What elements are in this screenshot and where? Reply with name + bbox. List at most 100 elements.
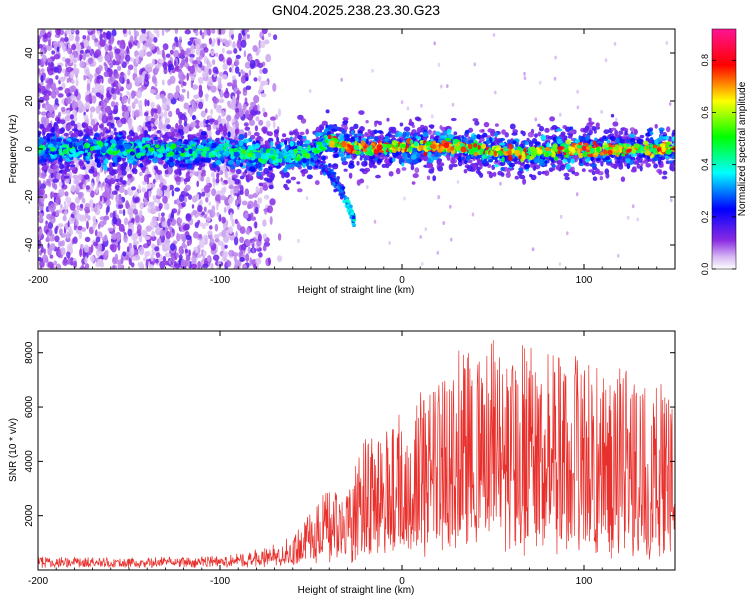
spectral-noise-point [262, 67, 268, 74]
spectral-noise-point [94, 72, 97, 78]
spectral-noise-point [277, 233, 282, 241]
spectral-noise-point [169, 49, 174, 55]
spectral-noise-point [72, 174, 79, 179]
spectral-noise-point [60, 204, 63, 209]
spectral-ridge-point [46, 126, 52, 132]
spectral-noise-point [179, 75, 183, 82]
spectral-noise-point [244, 109, 250, 118]
spectral-ridge-point [153, 136, 158, 141]
spectral-noise-point [202, 250, 207, 257]
spectral-noise-point [112, 265, 115, 269]
spectral-noise-point [226, 57, 233, 66]
spectral-noise-point [64, 222, 69, 230]
spectral-noise-point [47, 168, 54, 174]
spectral-ridge-point [615, 137, 620, 144]
spectral-ridge-point [551, 167, 556, 171]
spectral-ridge-point [466, 165, 473, 172]
spectral-noise-point [257, 62, 264, 69]
spectral-noise-point [150, 201, 155, 209]
spectral-noise-point [174, 60, 177, 67]
spectral-noise-point [195, 30, 199, 37]
spectral-ridge-point [205, 120, 209, 125]
spectral-noise-point [211, 29, 216, 34]
spectral-noise-point [217, 240, 224, 246]
spectral-ridge-point [670, 166, 675, 172]
spectral-noise-point [137, 41, 141, 49]
spectral-noise-point [207, 230, 213, 236]
spectral-noise-point [139, 202, 144, 210]
spectral-ridge-point [412, 173, 419, 179]
spectral-ridge-point [88, 168, 95, 174]
spectral-noise-point [192, 60, 199, 65]
spectral-noise-point [143, 257, 147, 262]
spectral-noise-point [190, 79, 194, 89]
spectral-noise-point [110, 192, 114, 200]
spectral-noise-point [64, 72, 71, 77]
spectral-noise-point [371, 68, 374, 73]
spectral-noise-point [173, 49, 180, 58]
spectral-noise-point [239, 190, 244, 196]
spectral-ridge-point [364, 160, 368, 167]
spectral-noise-point [117, 65, 122, 71]
spectral-ridge-point [188, 134, 195, 140]
spectral-noise-point [162, 255, 167, 263]
spectral-noise-point [199, 49, 205, 57]
spectral-ridge-point [492, 171, 497, 177]
spectral-ridge-point [344, 126, 348, 130]
spectral-ridge-point [463, 168, 468, 174]
spectral-noise-point [168, 110, 173, 118]
spectral-ridge-point [299, 140, 304, 146]
spectral-noise-point [67, 257, 72, 265]
spectral-noise-point [576, 89, 579, 94]
spectral-noise-point [254, 206, 259, 215]
spectral-noise-point [88, 159, 95, 165]
spectral-noise-point [150, 101, 155, 109]
spectral-ridge-point [113, 116, 121, 121]
spectral-ridge-point [569, 126, 574, 131]
spectral-ridge-point [353, 123, 359, 129]
spectral-ridge-point [518, 174, 526, 180]
spectral-noise-point [144, 73, 149, 83]
spectral-ridge-point [241, 165, 246, 169]
spectral-ridge-point [538, 125, 545, 132]
spectral-noise-point [216, 266, 220, 269]
spectral-noise-point [197, 233, 203, 239]
spectral-noise-point [114, 72, 120, 79]
spectral-noise-point [86, 52, 90, 58]
spectral-noise-point [199, 29, 203, 36]
spectral-ridge-point [544, 127, 550, 133]
spectral-ridge-point [436, 159, 442, 165]
spectral-ridge-point [69, 166, 76, 171]
spectral-noise-point [73, 178, 80, 185]
spectral-ridge-point [359, 168, 365, 172]
spectral-noise-point [146, 250, 151, 257]
spectral-noise-point [118, 209, 123, 214]
spectral-ridge-point [529, 163, 535, 168]
spectral-noise-point [222, 47, 225, 54]
spectral-noise-point [210, 108, 214, 115]
spectral-ridge-point [305, 128, 310, 135]
spectral-noise-point [277, 255, 283, 262]
spectral-noise-point [233, 48, 238, 54]
spectral-ridge-point [145, 123, 151, 128]
spectral-noise-point [241, 200, 248, 206]
spectral-noise-point [248, 69, 252, 76]
spectral-noise-point [221, 229, 226, 238]
spectral-ridge-point [364, 132, 369, 137]
spectral-noise-point [174, 261, 177, 267]
spectral-noise-point [125, 200, 129, 209]
spectral-noise-point [203, 47, 209, 53]
spectral-noise-point [103, 71, 110, 78]
spectral-ridge-point [314, 180, 320, 186]
spectral-ridge-point [591, 171, 596, 176]
spectral-noise-point [259, 40, 266, 49]
spectral-noise-point [48, 229, 53, 236]
spectral-ridge-point [418, 158, 422, 163]
spectral-noise-point [139, 261, 144, 269]
spectral-ridge-point [365, 120, 369, 124]
spectral-ridge-point [53, 159, 58, 164]
spectral-ridge-point [325, 109, 330, 114]
spectral-noise-point [105, 199, 112, 207]
spectral-noise-point [278, 108, 281, 117]
spectral-noise-point [400, 100, 404, 105]
